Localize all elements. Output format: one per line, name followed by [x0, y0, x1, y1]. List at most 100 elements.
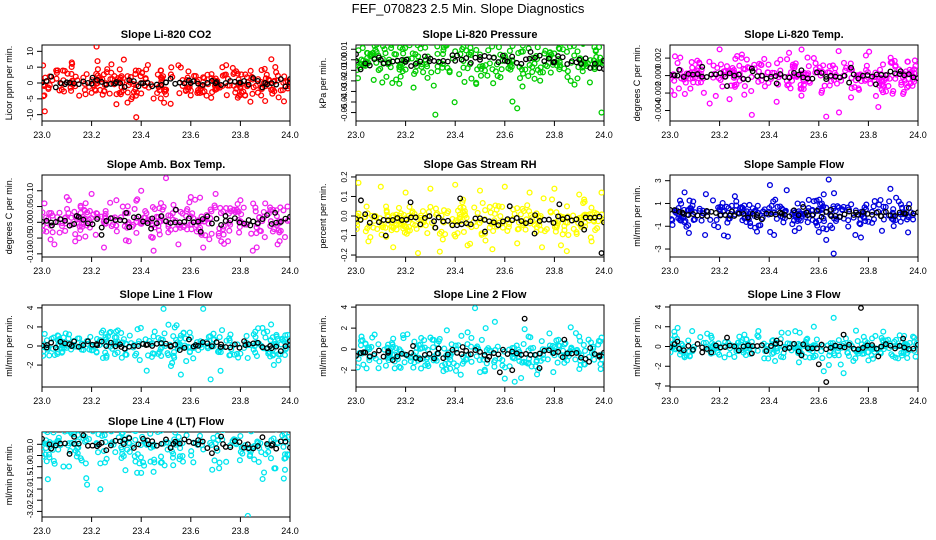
- data-point: [258, 66, 265, 74]
- data-point: [464, 242, 471, 249]
- data-point: [852, 327, 860, 334]
- reference-point: [809, 75, 816, 82]
- x-tick-label: 23.6: [182, 526, 200, 536]
- data-point: [142, 409, 147, 414]
- data-point: [203, 92, 210, 99]
- data-point: [114, 349, 121, 356]
- reference-point: [170, 440, 177, 447]
- reference-point: [93, 341, 100, 348]
- data-point: [764, 69, 771, 76]
- y-tick-label: 0: [654, 344, 663, 349]
- data-point: [234, 200, 241, 208]
- data-point: [139, 69, 146, 77]
- data-point: [95, 432, 102, 438]
- y-tick-label: 4: [340, 304, 349, 309]
- reference-point: [827, 344, 834, 351]
- data-point: [574, 75, 581, 82]
- reference-point: [467, 59, 474, 66]
- y-tick-label: -0.2: [340, 248, 349, 262]
- data-point: [674, 60, 681, 67]
- data-point: [736, 333, 743, 340]
- reference-point: [107, 339, 114, 346]
- data-point: [439, 64, 446, 71]
- reference-point: [758, 72, 765, 79]
- data-point: [154, 71, 161, 78]
- data-point: [42, 200, 48, 207]
- data-point: [897, 201, 904, 208]
- data-point: [130, 88, 137, 95]
- reference-point: [463, 55, 470, 62]
- data-point: [388, 45, 395, 49]
- reference-point: [149, 438, 156, 445]
- data-point: [685, 229, 692, 236]
- reference-point: [869, 342, 876, 349]
- data-point: [514, 105, 521, 112]
- reference-point: [382, 232, 389, 239]
- data-point: [501, 375, 508, 382]
- reference-point: [126, 224, 133, 231]
- reference-point: [376, 347, 382, 354]
- data-point: [792, 328, 799, 335]
- reference-point: [754, 343, 761, 349]
- x-tick-label: 23.0: [347, 130, 365, 140]
- reference-point: [800, 204, 807, 210]
- reference-point: [703, 346, 710, 352]
- data-point: [42, 352, 47, 359]
- data-point: [479, 199, 486, 207]
- reference-point: [440, 355, 447, 362]
- data-point: [197, 194, 204, 201]
- data-point: [223, 92, 230, 99]
- reference-point: [356, 51, 359, 58]
- data-point: [588, 349, 596, 356]
- data-point: [761, 83, 768, 90]
- reference-point: [598, 250, 604, 257]
- reference-point: [559, 354, 566, 361]
- data-point: [68, 59, 75, 66]
- chart-title: Slope Li-820 Temp.: [744, 29, 843, 41]
- reference-point: [798, 67, 805, 74]
- data-point: [109, 221, 116, 228]
- data-point: [133, 229, 140, 236]
- data-point: [200, 74, 207, 81]
- x-tick-label: 23.2: [397, 130, 415, 140]
- data-point: [389, 79, 396, 87]
- data-point: [879, 78, 886, 85]
- data-point: [401, 223, 408, 230]
- data-point: [48, 210, 55, 217]
- data-point: [670, 216, 675, 223]
- data-point: [598, 109, 604, 116]
- reference-point: [892, 213, 898, 219]
- x-tick-label: 23.0: [661, 266, 679, 276]
- data-point: [879, 61, 887, 68]
- data-point: [258, 92, 265, 99]
- data-point: [364, 49, 371, 57]
- data-point: [356, 364, 361, 371]
- reference-point: [500, 52, 506, 59]
- data-point: [784, 56, 791, 63]
- data-point: [716, 46, 723, 53]
- data-point: [47, 236, 54, 243]
- reference-point: [153, 442, 160, 449]
- reference-point: [795, 212, 802, 219]
- data-point: [537, 357, 544, 364]
- reference-point: [827, 206, 834, 213]
- data-point: [165, 351, 172, 359]
- data-point: [473, 46, 480, 54]
- data-point: [132, 71, 139, 78]
- data-point: [82, 200, 89, 207]
- data-point: [82, 91, 89, 98]
- data-point: [580, 341, 587, 348]
- reference-point: [803, 209, 810, 216]
- data-point: [82, 233, 89, 240]
- reference-point: [582, 55, 589, 62]
- data-point: [366, 344, 373, 351]
- reference-point: [550, 219, 557, 226]
- reference-point: [247, 222, 254, 229]
- reference-point: [52, 344, 59, 351]
- data-point: [232, 89, 239, 96]
- reference-point: [135, 343, 142, 350]
- data-point: [170, 333, 177, 340]
- data-points: [356, 305, 604, 385]
- y-tick-label: -1: [654, 222, 663, 230]
- reference-point: [403, 216, 410, 223]
